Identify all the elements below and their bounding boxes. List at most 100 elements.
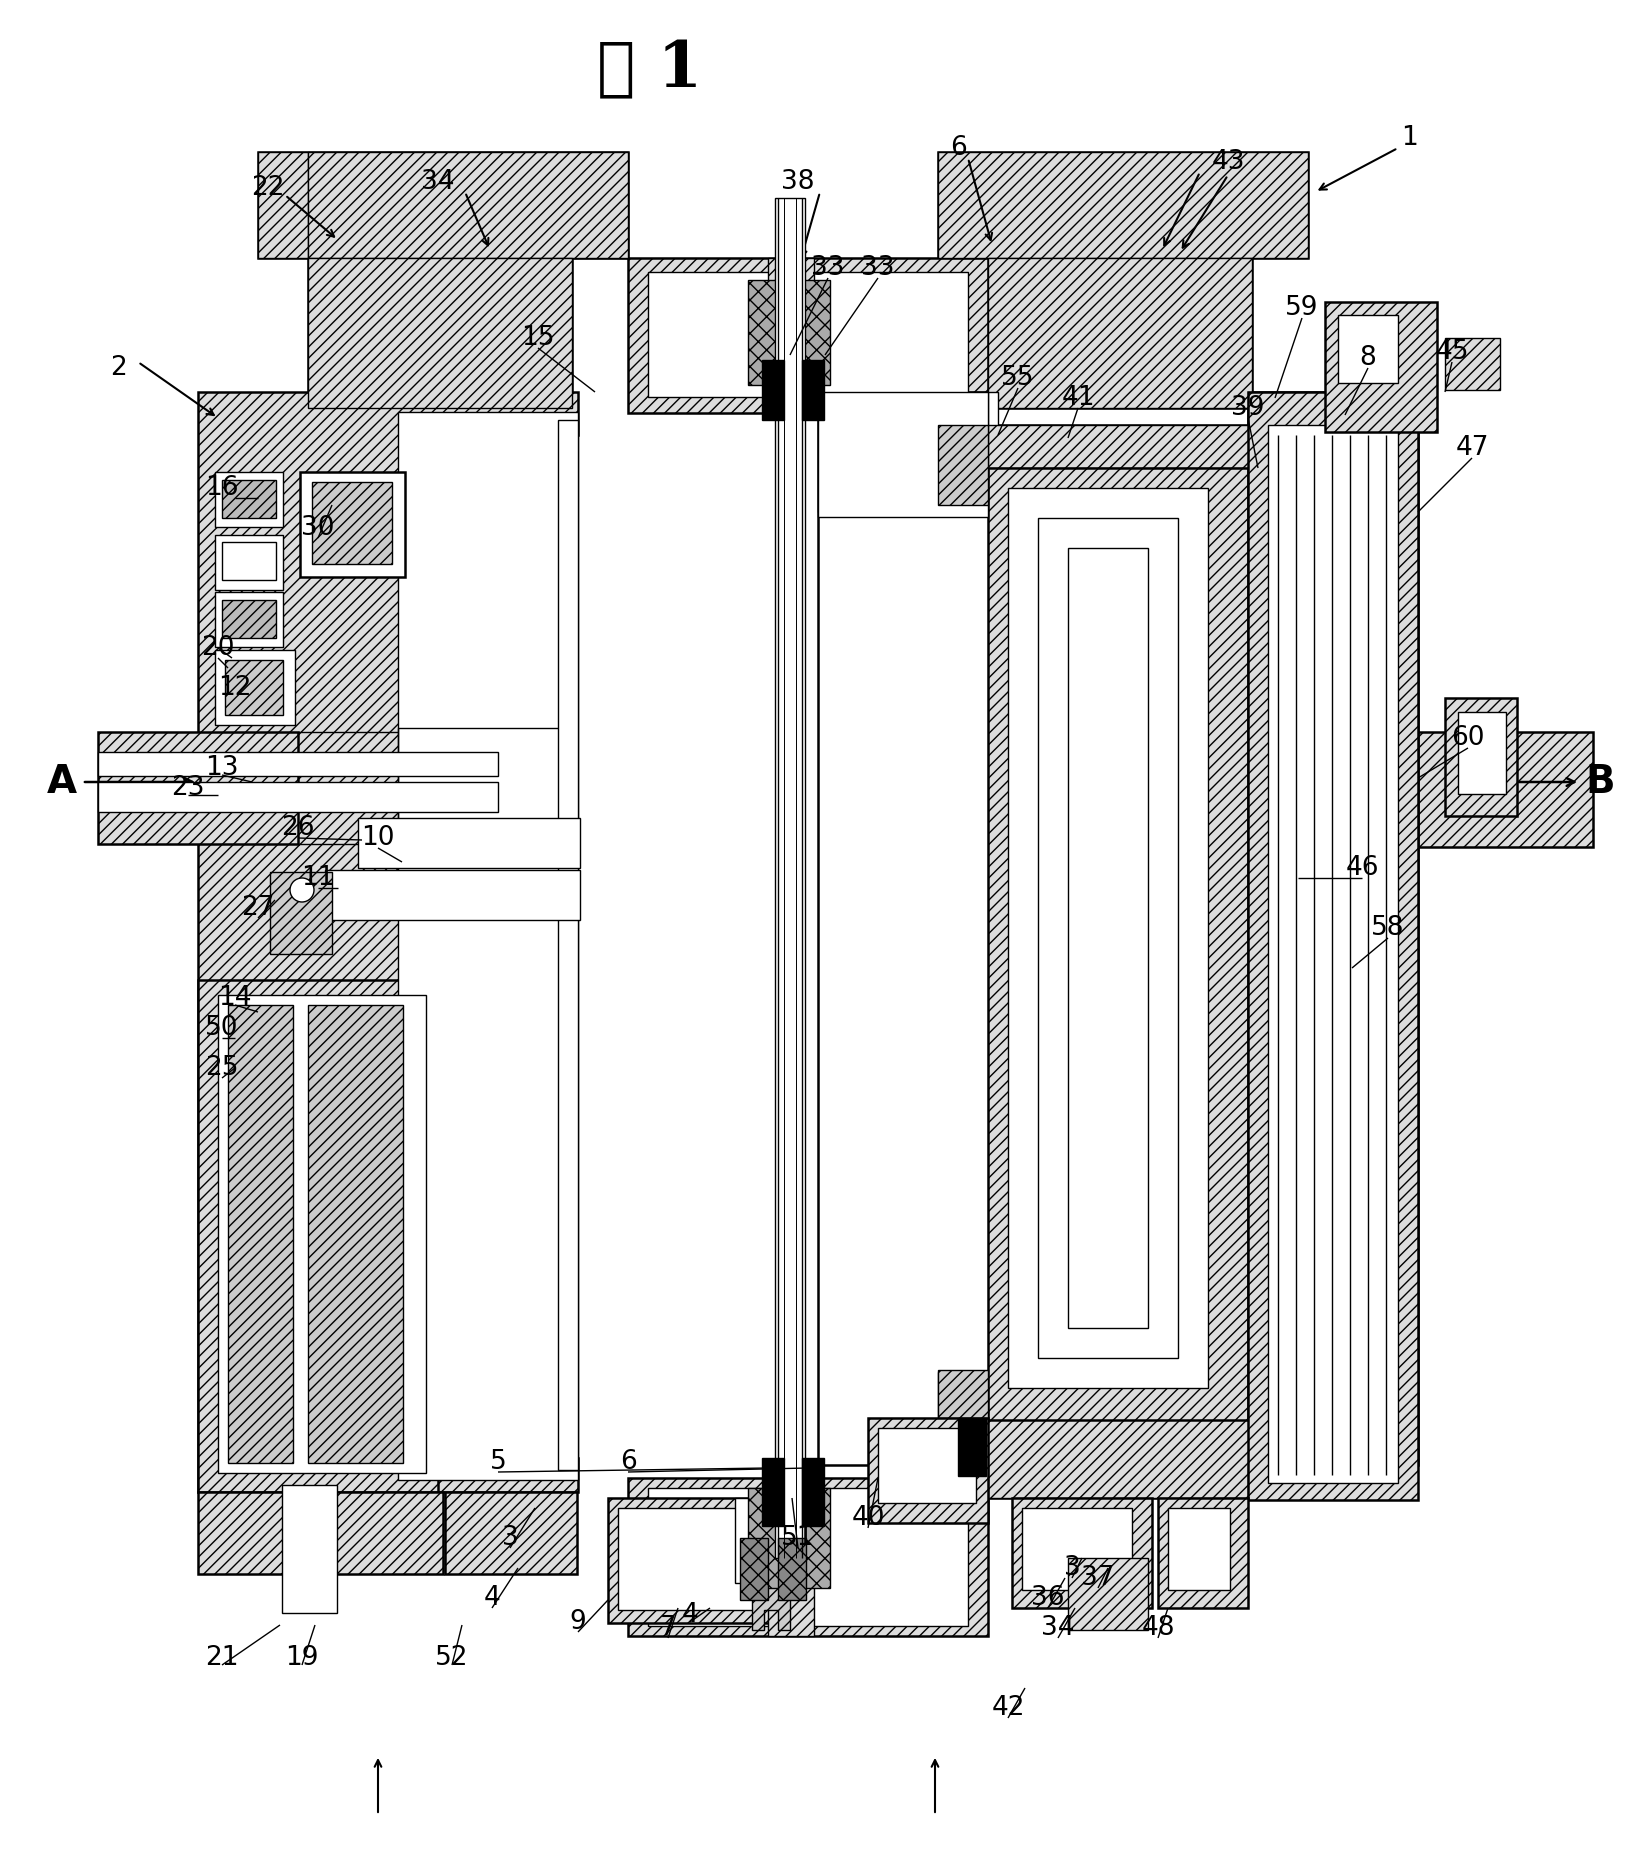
Text: 图 1: 图 1 [598, 39, 703, 101]
Text: 55: 55 [1001, 364, 1035, 390]
Text: 2: 2 [110, 355, 127, 381]
Text: 48: 48 [1142, 1616, 1175, 1640]
Bar [790, 280, 830, 385]
Bar [818, 392, 997, 512]
Polygon shape [938, 1371, 1418, 1498]
Text: 46: 46 [1346, 856, 1378, 882]
Bar [312, 482, 393, 564]
Bar [222, 542, 276, 579]
Bar [1168, 1507, 1231, 1590]
Text: 16: 16 [205, 474, 238, 501]
Text: 25: 25 [205, 1055, 238, 1082]
Bar [215, 534, 283, 590]
Bar [1022, 1507, 1132, 1590]
Text: 37: 37 [1081, 1565, 1114, 1592]
Bar [215, 473, 283, 527]
Bar [445, 1493, 577, 1575]
Bar [1444, 699, 1516, 816]
Text: 19: 19 [286, 1646, 319, 1672]
Text: 52: 52 [435, 1646, 468, 1672]
Bar [215, 592, 283, 646]
Bar [1337, 316, 1398, 383]
Bar [628, 258, 987, 413]
Bar [608, 1498, 772, 1623]
Bar [647, 1489, 968, 1625]
Bar [762, 361, 784, 420]
Bar [222, 600, 276, 639]
Text: 43: 43 [1211, 149, 1245, 176]
Bar [1012, 1498, 1152, 1608]
Text: 45: 45 [1436, 338, 1469, 364]
Bar [739, 1537, 767, 1601]
Bar [762, 1459, 784, 1526]
Text: B: B [1585, 762, 1615, 801]
Bar [307, 1005, 403, 1463]
Text: 21: 21 [205, 1646, 238, 1672]
Text: 58: 58 [1372, 915, 1405, 941]
Bar [1444, 338, 1500, 390]
Text: 23: 23 [171, 775, 205, 801]
Text: 6: 6 [619, 1450, 636, 1476]
Bar [228, 1005, 292, 1463]
Bar [1457, 712, 1507, 794]
Bar [748, 280, 789, 385]
Bar [802, 1459, 825, 1526]
Bar [1038, 517, 1178, 1358]
Bar [269, 872, 332, 955]
Text: 3: 3 [1063, 1554, 1081, 1580]
Bar [1268, 426, 1398, 1483]
Text: 8: 8 [1360, 346, 1377, 372]
Text: 22: 22 [251, 176, 284, 202]
Text: A: A [48, 762, 77, 801]
Bar [790, 1489, 830, 1588]
Text: 27: 27 [242, 895, 274, 921]
Bar [802, 361, 825, 420]
Bar [283, 1485, 337, 1612]
Polygon shape [938, 151, 1308, 407]
Polygon shape [307, 151, 628, 258]
Polygon shape [199, 392, 578, 1493]
Text: 12: 12 [219, 674, 251, 700]
Polygon shape [818, 392, 1418, 1498]
Bar [398, 413, 578, 1479]
Text: 20: 20 [200, 635, 235, 661]
Text: 38: 38 [782, 168, 815, 194]
Text: 5: 5 [490, 1450, 506, 1476]
Bar [215, 650, 296, 725]
Bar [734, 1498, 790, 1582]
Polygon shape [987, 258, 1252, 407]
Text: 10: 10 [361, 826, 394, 852]
Polygon shape [938, 392, 1418, 512]
Text: 33: 33 [812, 256, 845, 280]
Polygon shape [199, 981, 439, 1493]
Text: 4: 4 [682, 1603, 698, 1629]
Bar [767, 258, 813, 413]
Text: 9: 9 [570, 1608, 587, 1634]
Bar [219, 996, 426, 1474]
Bar [748, 1489, 789, 1588]
Bar [358, 818, 580, 869]
Text: 3: 3 [501, 1524, 519, 1550]
Polygon shape [307, 151, 628, 258]
Text: 11: 11 [301, 865, 335, 891]
Bar [1249, 392, 1418, 1500]
Text: 51: 51 [782, 1524, 815, 1550]
Bar [1068, 1558, 1148, 1631]
Text: 59: 59 [1285, 295, 1319, 321]
Bar [877, 1427, 976, 1504]
Bar [1009, 488, 1208, 1388]
Bar [987, 469, 1249, 1420]
Bar [647, 273, 968, 398]
Polygon shape [938, 151, 1308, 258]
Bar [775, 198, 805, 1558]
Text: 26: 26 [281, 814, 315, 841]
Bar [1068, 547, 1148, 1328]
Text: 39: 39 [1231, 394, 1265, 420]
Text: 4: 4 [483, 1586, 501, 1610]
Bar [958, 1418, 986, 1476]
Text: 40: 40 [851, 1506, 884, 1532]
Text: 30: 30 [301, 516, 335, 542]
Bar [938, 426, 987, 504]
Polygon shape [258, 151, 307, 258]
Bar [225, 659, 283, 715]
